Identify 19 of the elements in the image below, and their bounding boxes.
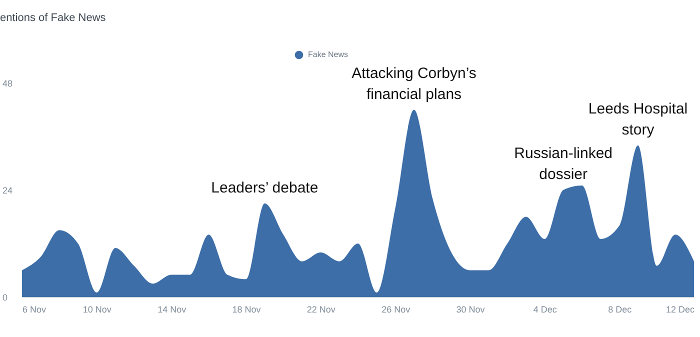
annotation: Attacking Corbyn’s financial plans: [352, 64, 476, 103]
x-tick-label: 4 Dec: [533, 304, 558, 314]
x-tick-label: 14 Nov: [158, 304, 187, 314]
x-tick-label: 18 Nov: [232, 304, 262, 314]
x-tick-label: 6 Nov: [22, 304, 47, 314]
y-tick-label: 0: [2, 292, 8, 302]
x-tick-label: 30 Nov: [456, 304, 486, 314]
x-tick-label: 10 Nov: [82, 304, 112, 314]
annotation: Leaders’ debate: [211, 179, 318, 196]
y-tick-label: 24: [2, 186, 13, 196]
x-tick-label: 8 Dec: [608, 304, 632, 314]
x-tick-label: 12 Dec: [666, 304, 695, 314]
chart-title: entions of Fake News: [0, 12, 106, 24]
y-tick-label: 48: [2, 78, 13, 88]
legend-label: Fake News: [308, 50, 348, 59]
annotation: Leeds Hospital story: [588, 100, 688, 138]
annotation: Russian-linked dossier: [514, 145, 613, 183]
x-tick-label: 26 Nov: [382, 304, 411, 314]
x-tick-label: 22 Nov: [306, 304, 336, 314]
